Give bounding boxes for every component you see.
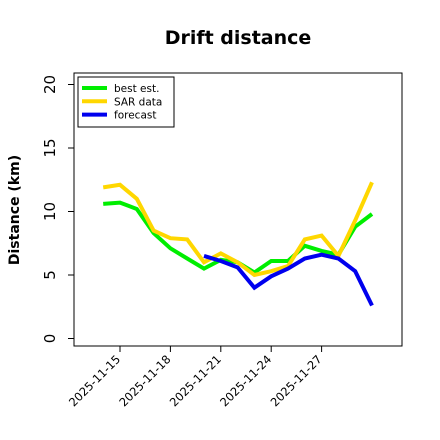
x-tick-label: 2025-11-15 [66, 352, 123, 409]
y-axis: 0 5 10 15 20 [41, 75, 74, 343]
legend-label: forecast [114, 110, 156, 122]
x-tick-label: 2025-11-21 [167, 352, 224, 409]
legend-label: best est. [114, 83, 159, 95]
legend: best est.SAR data forecast [77, 76, 175, 128]
plot-frame [73, 72, 403, 347]
series-group [102, 181, 374, 307]
x-tick-label: 2025-11-24 [217, 352, 274, 409]
chart-title: Drift distance [165, 27, 312, 49]
legend-label: SAR data [114, 96, 162, 108]
y-tick-label: 5 [41, 270, 59, 280]
x-tick-label: 2025-11-27 [268, 352, 325, 409]
x-tick-label: 2025-11-18 [116, 352, 173, 409]
series-line-forecast [203, 252, 374, 307]
y-tick-label: 10 [41, 202, 59, 221]
x-axis: 2025-11-152025-11-182025-11-212025-11-24… [66, 346, 325, 409]
series-line-sar-data [102, 181, 374, 278]
y-tick-label: 0 [41, 334, 59, 344]
y-axis-label: Distance (km) [7, 155, 23, 265]
y-tick-label: 20 [41, 75, 59, 94]
y-tick-label: 15 [41, 138, 59, 157]
